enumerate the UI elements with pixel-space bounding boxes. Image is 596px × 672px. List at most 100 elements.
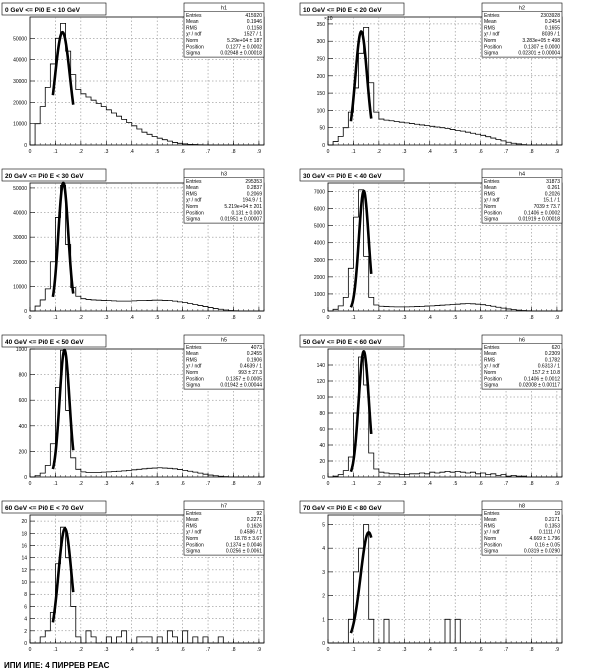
stats-value: 620 xyxy=(552,345,561,351)
chart-title: 20 GeV <= Pi0 E < 30 GeV xyxy=(5,173,84,180)
x-tick-label: .3 xyxy=(104,647,108,653)
y-tick-label: 10000 xyxy=(13,284,27,290)
x-tick-label: .1 xyxy=(53,149,57,155)
stats-value: 0.2837 xyxy=(247,185,263,191)
x-tick-label: .2 xyxy=(79,647,83,653)
y-tick-label: 0 xyxy=(322,143,325,149)
stats-box: h8 Entries 19 Mean 0.2171 RMS 0.1353 χ² / ndf 0.… xyxy=(481,500,563,556)
stats-background xyxy=(481,2,563,58)
y-tick-label: 120 xyxy=(317,379,326,385)
stats-label: Norm xyxy=(484,204,496,210)
histogram-outline xyxy=(328,26,562,146)
x-tick-label: .4 xyxy=(428,149,432,155)
stats-label: Position xyxy=(186,542,204,548)
stats-value: 415920 xyxy=(245,13,262,19)
stats-value: 0.2026 xyxy=(545,191,561,197)
stats-value: 1527 / 1 xyxy=(244,32,262,38)
y-tick-label: 1000 xyxy=(16,347,27,353)
stats-label: Norm xyxy=(186,38,198,44)
x-tick-label: .8 xyxy=(529,149,533,155)
x-tick-label: .3 xyxy=(104,315,108,321)
y-tick-label: 4000 xyxy=(314,241,325,247)
x-tick-label: .8 xyxy=(231,647,235,653)
y-tick-label: 10000 xyxy=(13,122,27,128)
y-tick-label: 0 xyxy=(322,641,325,647)
y-tick-label: 50000 xyxy=(13,186,27,192)
stats-value: 0.4639 / 1 xyxy=(240,364,262,370)
y-tick-label: 350 xyxy=(317,22,326,28)
chart-title: 30 GeV <= Pi0 E < 40 GeV xyxy=(303,173,382,180)
x-tick-label: .5 xyxy=(453,481,457,487)
y-tick-label: 4 xyxy=(24,617,27,623)
x-tick-label: .9 xyxy=(555,481,559,487)
x-tick-label: .1 xyxy=(351,149,355,155)
stats-background xyxy=(183,334,265,390)
y-exponent-label: ×10 xyxy=(324,16,333,22)
stats-name: h5 xyxy=(221,338,227,344)
stats-background xyxy=(183,2,265,58)
gaussian-fit-curve xyxy=(349,30,373,122)
x-tick-label: .2 xyxy=(79,481,83,487)
chart-title: 50 GeV <= Pi0 E < 60 GeV xyxy=(303,339,382,346)
stats-label: Sigma xyxy=(484,383,498,389)
chart-title: 10 GeV <= Pi0 E < 20 GeV xyxy=(303,7,382,14)
stats-label: Entries xyxy=(484,345,500,351)
stats-value: 3.283e+05 ± 498 xyxy=(522,38,560,44)
x-tick-label: .1 xyxy=(53,647,57,653)
gaussian-fit-curve xyxy=(51,348,75,470)
x-tick-label: .5 xyxy=(453,647,457,653)
title-background xyxy=(299,500,405,514)
histogram-panel: 0 .1 .2 .3 .4 .5 .6 .7 .8 .9 0 1000 2000 3000 4000 5000… xyxy=(299,168,563,321)
x-tick-label: .9 xyxy=(257,647,261,653)
x-tick-label: .7 xyxy=(504,315,508,321)
stats-value: 2303928 xyxy=(541,13,561,19)
y-tick-label: 0 xyxy=(322,309,325,315)
y-tick-label: 150 xyxy=(317,91,326,97)
stats-label: χ² / ndf xyxy=(186,198,202,204)
stats-value: 0.261 xyxy=(547,185,560,191)
y-tick-label: 100 xyxy=(317,108,326,114)
stats-box: h5 Entries 4073 Mean 0.2455 RMS 0.1906 χ² / ndf… xyxy=(183,334,265,390)
stats-label: χ² / ndf xyxy=(186,530,202,536)
stats-label: Position xyxy=(484,542,502,548)
histogram-outline xyxy=(328,356,562,478)
stats-label: Sigma xyxy=(484,51,498,57)
y-tick-label: 40000 xyxy=(13,58,27,64)
stats-label: Norm xyxy=(484,370,496,376)
stats-value: 0.1277 ± 0.0002 xyxy=(226,44,262,50)
y-tick-label: 200 xyxy=(317,74,326,80)
y-tick-label: 30000 xyxy=(13,235,27,241)
y-tick-label: 0 xyxy=(24,309,27,315)
stats-value: 0.1626 xyxy=(247,523,263,529)
y-tick-label: 200 xyxy=(19,449,28,455)
footer-label: ИПИ ИПЕ: 4 ПИРРЕВ РЕАС xyxy=(4,661,110,670)
title-background xyxy=(1,2,107,16)
y-tick-label: 18 xyxy=(21,531,27,537)
y-tick-label: 20000 xyxy=(13,260,27,266)
x-tick-label: .3 xyxy=(402,481,406,487)
stats-value: 0.02008 ± 0.00117 xyxy=(519,383,561,389)
stats-label: Norm xyxy=(484,536,496,542)
histogram-outline xyxy=(328,189,562,312)
stats-label: Entries xyxy=(186,345,202,351)
stats-label: χ² / ndf xyxy=(186,32,202,38)
stats-label: RMS xyxy=(484,191,496,197)
stats-label: χ² / ndf xyxy=(484,32,500,38)
x-tick-label: .6 xyxy=(479,149,483,155)
chart-title: 60 GeV <= Pi0 E < 70 GeV xyxy=(5,505,84,512)
y-tick-label: 1000 xyxy=(314,292,325,298)
stats-label: Entries xyxy=(484,13,500,19)
stats-label: Sigma xyxy=(484,217,498,223)
x-tick-label: .9 xyxy=(555,149,559,155)
x-tick-label: .3 xyxy=(402,647,406,653)
stats-background xyxy=(481,334,563,390)
y-tick-label: 1 xyxy=(322,617,325,623)
stats-name: h8 xyxy=(519,504,525,510)
x-tick-label: .4 xyxy=(130,315,134,321)
stats-value: 15.1 / 1 xyxy=(543,198,560,204)
stats-value: 0.01919 ± 0.00018 xyxy=(518,217,560,223)
y-tick-label: 12 xyxy=(21,568,27,574)
stats-value: 0.6313 / 1 xyxy=(538,364,560,370)
stats-value: 0.1946 xyxy=(247,19,263,25)
chart-title: 70 GeV <= Pi0 E < 80 GeV xyxy=(303,505,382,512)
